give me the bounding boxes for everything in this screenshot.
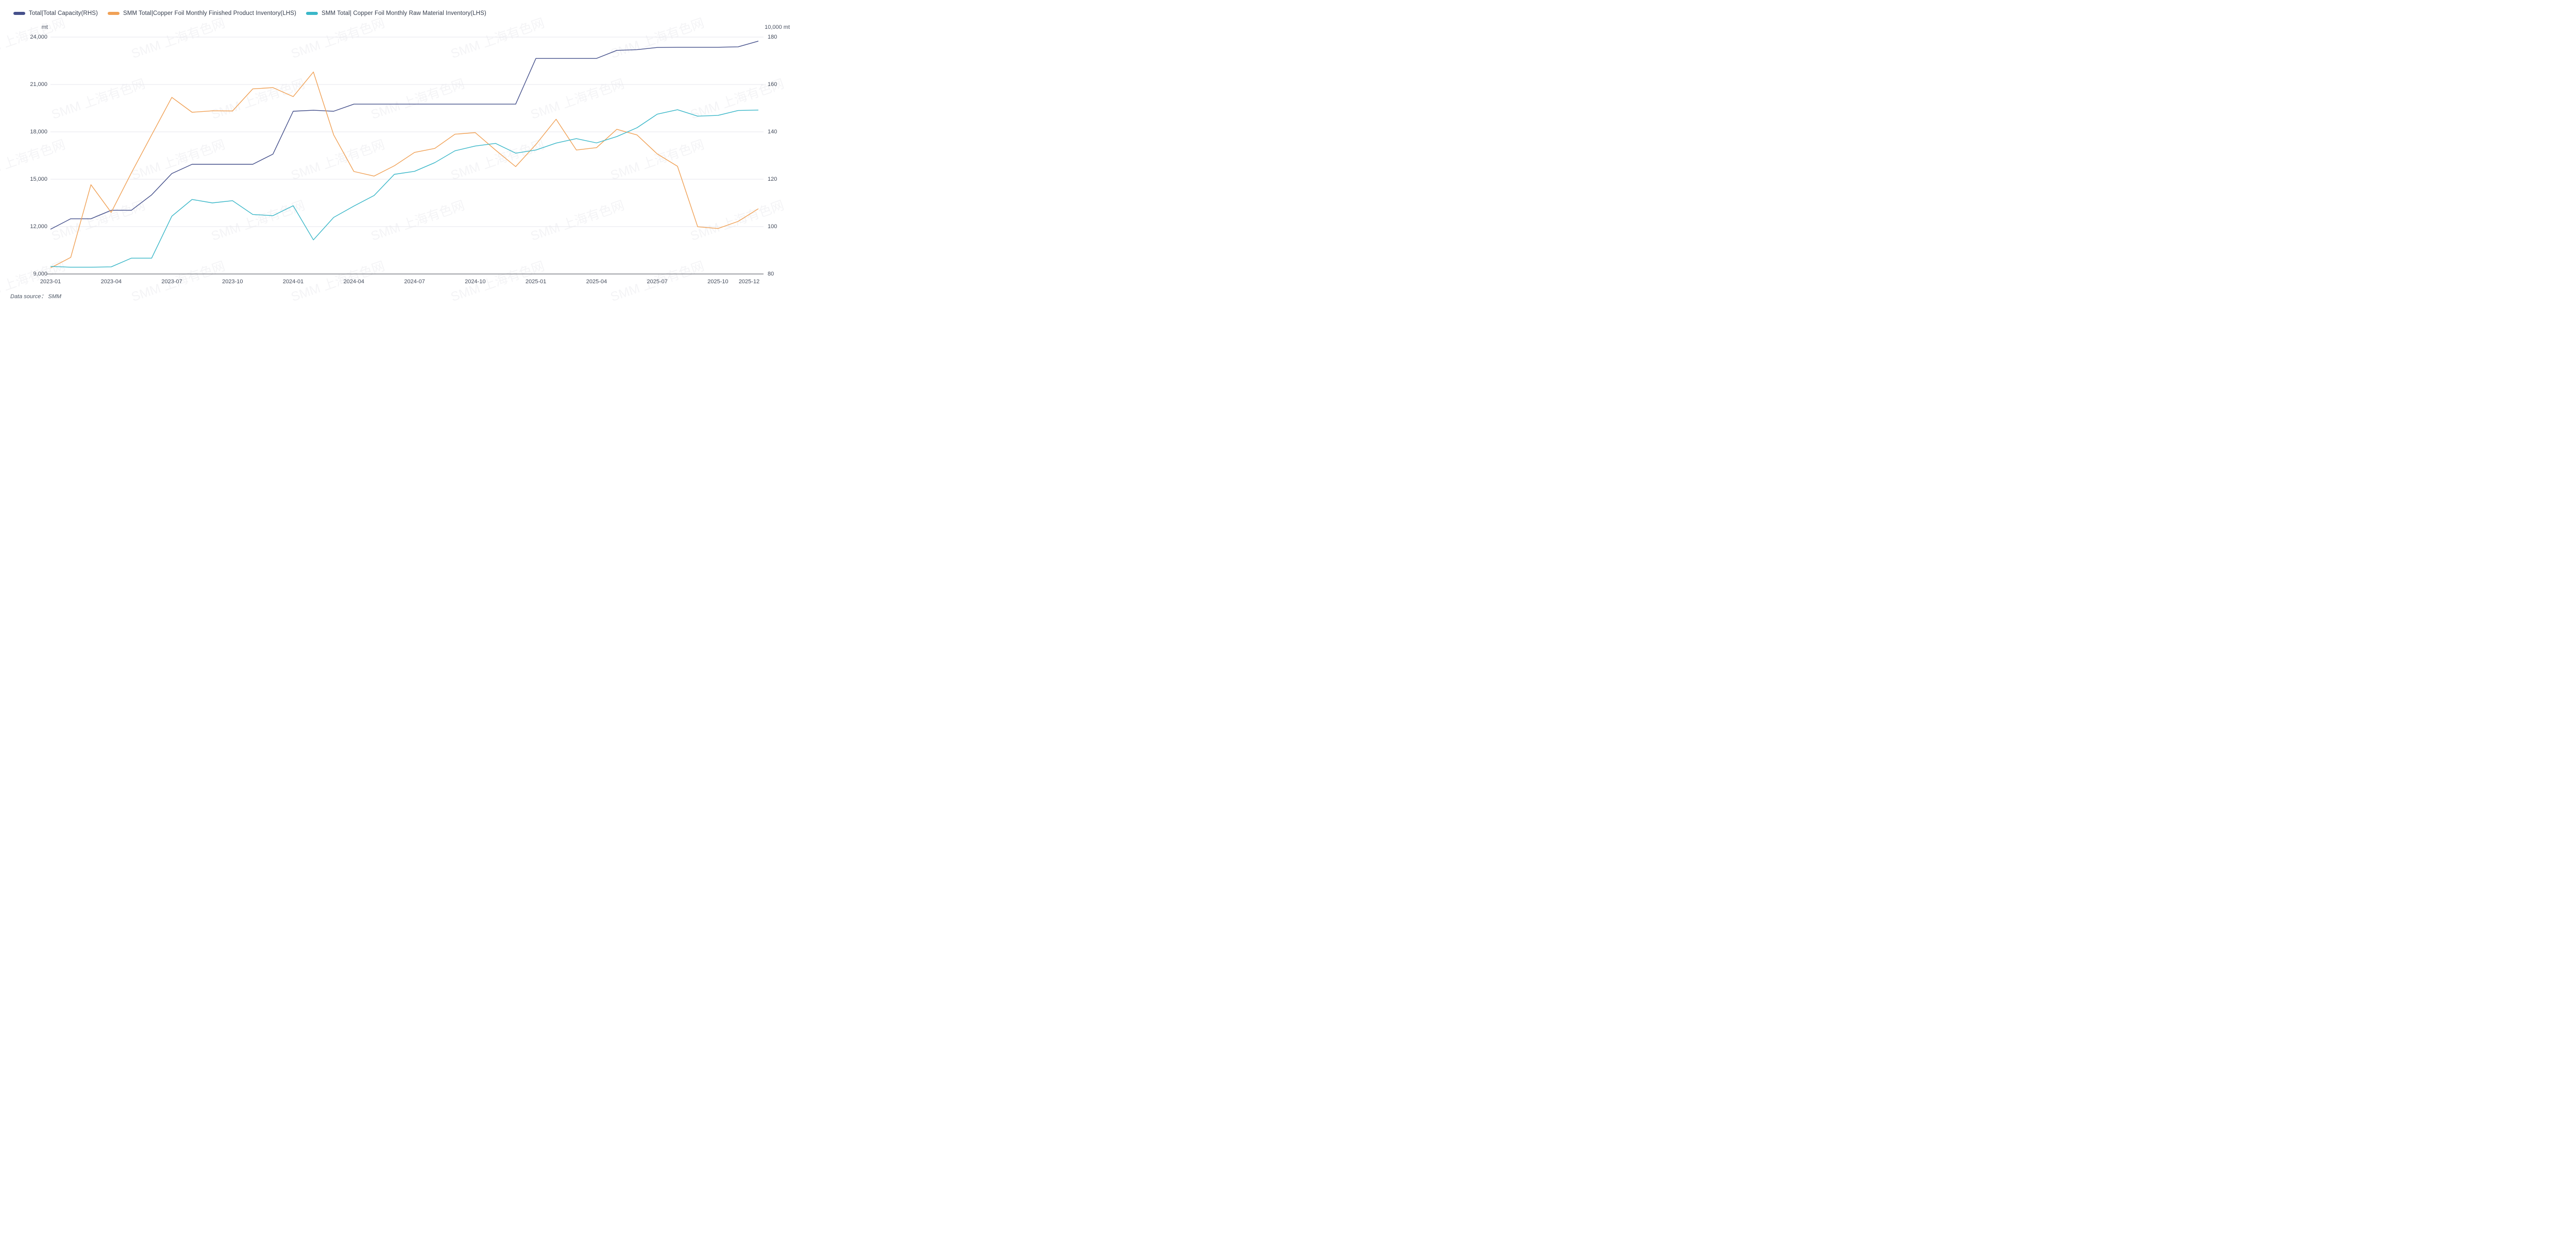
left-tick-label: 12,000 bbox=[30, 224, 47, 230]
left-tick-label: 15,000 bbox=[30, 176, 47, 182]
x-tick-label: 2023-07 bbox=[161, 279, 182, 285]
x-tick-label: 2025-04 bbox=[586, 279, 607, 285]
legend-label: Total|Total Capacity(RHS) bbox=[29, 10, 98, 16]
data-source: Data source： SMM bbox=[10, 294, 62, 300]
left-tick-label: 21,000 bbox=[30, 81, 47, 88]
right-tick-label: 140 bbox=[768, 129, 777, 135]
series-line-0 bbox=[50, 41, 759, 230]
right-tick-label: 100 bbox=[768, 224, 777, 230]
legend-swatch bbox=[306, 12, 318, 15]
right-tick-label: 180 bbox=[768, 34, 777, 40]
legend: Total|Total Capacity(RHS) SMM Total|Coppe… bbox=[13, 10, 486, 16]
x-tick-label: 2025-07 bbox=[647, 279, 668, 285]
legend-item-1[interactable]: SMM Total|Copper Foil Monthly Finished P… bbox=[107, 10, 297, 16]
x-tick-label: 2024-04 bbox=[343, 279, 365, 285]
left-tick-label: 9,000 bbox=[33, 271, 47, 277]
x-tick-label: 2024-07 bbox=[404, 279, 425, 285]
left-axis-unit: mt bbox=[41, 24, 48, 30]
right-tick-label: 80 bbox=[768, 271, 774, 277]
right-axis-unit: 10,000 mt bbox=[765, 24, 790, 30]
series-line-2 bbox=[50, 109, 759, 268]
legend-swatch bbox=[107, 12, 120, 15]
x-tick-label: 2025-01 bbox=[525, 279, 547, 285]
legend-item-0[interactable]: Total|Total Capacity(RHS) bbox=[13, 10, 98, 16]
right-tick-label: 120 bbox=[768, 176, 777, 182]
left-tick-label: 24,000 bbox=[30, 34, 47, 40]
x-tick-label: 2023-10 bbox=[222, 279, 243, 285]
legend-swatch bbox=[13, 12, 25, 15]
right-tick-label: 160 bbox=[768, 81, 777, 88]
x-tick-label: 2025-10 bbox=[707, 279, 728, 285]
x-tick-label: 2023-04 bbox=[100, 279, 122, 285]
plot-area bbox=[46, 37, 764, 274]
legend-label: SMM Total|Copper Foil Monthly Finished P… bbox=[123, 10, 297, 16]
legend-label: SMM Total| Copper Foil Monthly Raw Mater… bbox=[321, 10, 486, 16]
left-tick-label: 18,000 bbox=[30, 129, 47, 135]
chart-container: SMM 上海有色网 SMM 上海有色网 SMM 上海有色网 SMM 上海有色网 SMM … bbox=[0, 0, 794, 309]
legend-item-2[interactable]: SMM Total| Copper Foil Monthly Raw Mater… bbox=[306, 10, 486, 16]
series-line-1 bbox=[50, 72, 759, 268]
x-tick-label: 2024-01 bbox=[282, 279, 304, 285]
x-tick-label: 2023-01 bbox=[40, 279, 61, 285]
x-tick-label: 2024-10 bbox=[465, 279, 486, 285]
x-tick-label: 2025-12 bbox=[738, 279, 760, 285]
